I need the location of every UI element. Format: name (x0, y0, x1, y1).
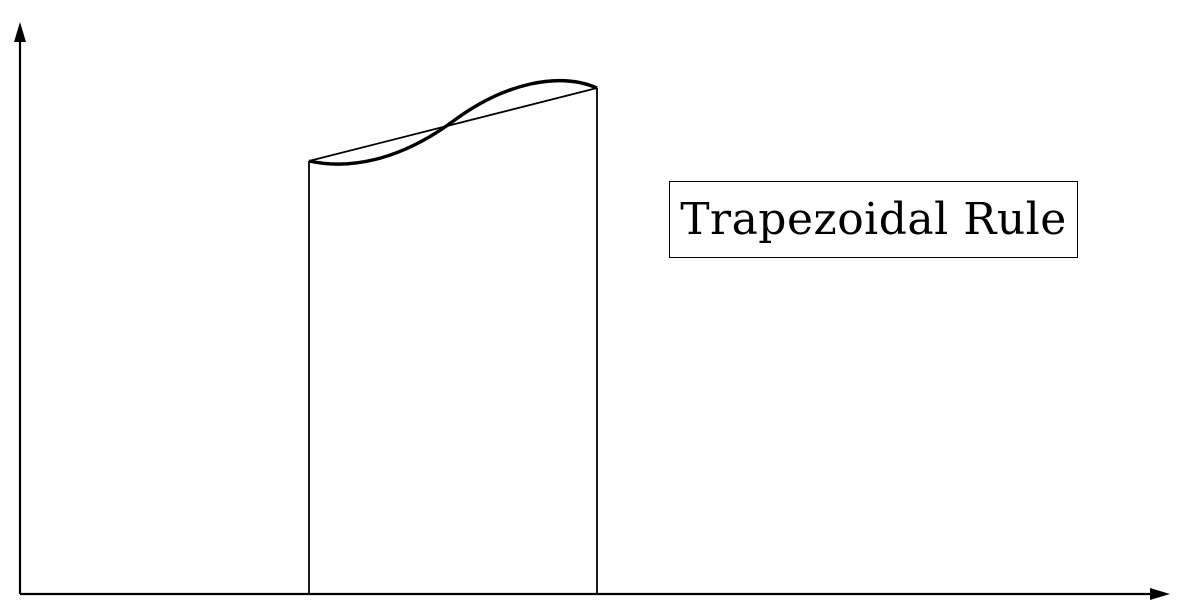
trapezoid-chord (308, 87, 598, 162)
y-axis-arrow (14, 22, 26, 42)
x-axis-arrow (1150, 588, 1170, 600)
label-box: Trapezoidal Rule (669, 181, 1078, 258)
label-text: Trapezoidal Rule (680, 193, 1067, 245)
function-curve (308, 79, 598, 166)
